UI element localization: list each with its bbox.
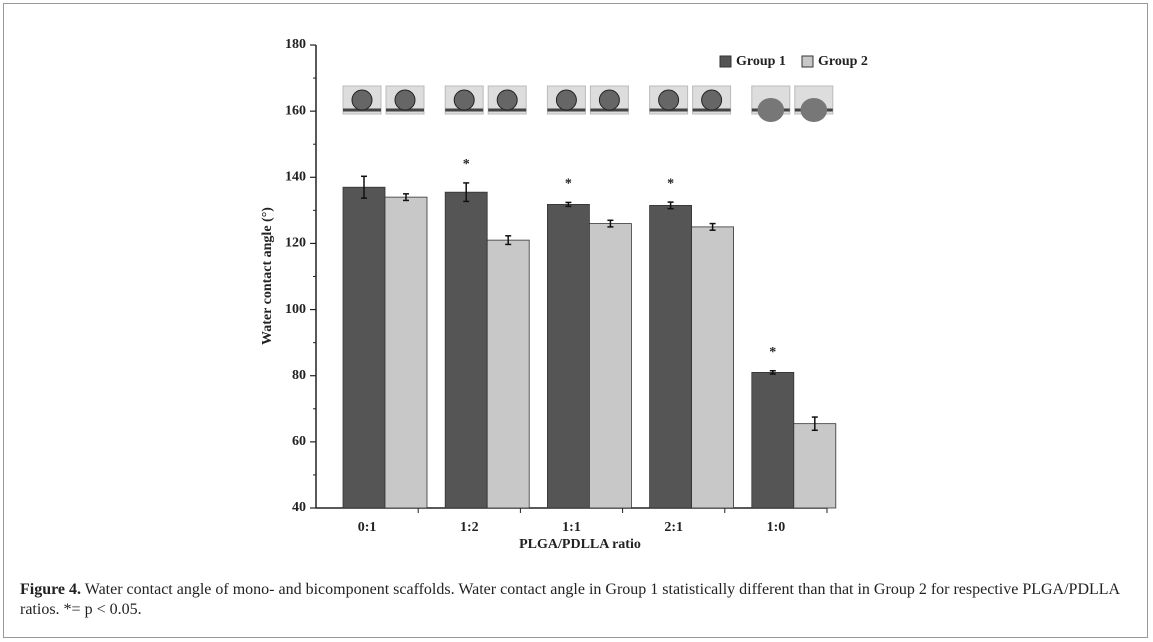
droplet [599, 90, 619, 110]
bar [589, 224, 631, 508]
droplet [556, 90, 576, 110]
significance-mark: * [463, 157, 470, 172]
y-tick-label: 80 [292, 368, 306, 383]
droplet [454, 90, 474, 110]
x-axis-label: PLGA/PDLLA ratio [519, 537, 641, 552]
droplet [395, 90, 415, 110]
y-tick-label: 140 [285, 170, 306, 185]
y-tick-label: 60 [292, 434, 306, 449]
significance-mark: * [565, 177, 572, 192]
bar [343, 187, 385, 508]
legend-label: Group 1 [736, 54, 786, 69]
droplet [659, 90, 679, 110]
droplet [758, 98, 785, 122]
droplet [352, 90, 372, 110]
bar [547, 204, 589, 508]
legend-swatch [802, 56, 813, 67]
x-tick-label: 2:1 [664, 520, 683, 535]
droplet [801, 98, 828, 122]
chart: PLGA/PDLLA ratio Water contact angle (°)… [0, 0, 1153, 642]
y-tick-label: 120 [285, 236, 306, 251]
y-axis-label: Water contact angle (°) [260, 207, 275, 345]
significance-mark: * [667, 176, 674, 191]
bar [445, 192, 487, 508]
legend-label: Group 2 [818, 54, 868, 69]
legend-swatch [720, 56, 731, 67]
caption-label: Figure 4. [20, 581, 81, 598]
bar [650, 205, 692, 508]
y-tick-label: 160 [285, 103, 306, 118]
x-tick-label: 1:0 [767, 520, 786, 535]
significance-mark: * [769, 345, 776, 360]
caption-text: Water contact angle of mono- and bicompo… [20, 581, 1119, 618]
y-tick-label: 40 [292, 500, 306, 515]
bar [487, 240, 529, 508]
caption: Figure 4. Water contact angle of mono- a… [20, 580, 1130, 620]
droplet [702, 90, 722, 110]
x-tick-label: 1:2 [460, 520, 479, 535]
x-tick-label: 0:1 [358, 520, 377, 535]
y-tick-label: 180 [285, 37, 306, 52]
bar [692, 227, 734, 508]
x-tick-label: 1:1 [562, 520, 581, 535]
bar [385, 197, 427, 508]
bar [752, 372, 794, 508]
bar [794, 424, 836, 508]
y-tick-label: 100 [285, 302, 306, 317]
droplet [497, 90, 517, 110]
